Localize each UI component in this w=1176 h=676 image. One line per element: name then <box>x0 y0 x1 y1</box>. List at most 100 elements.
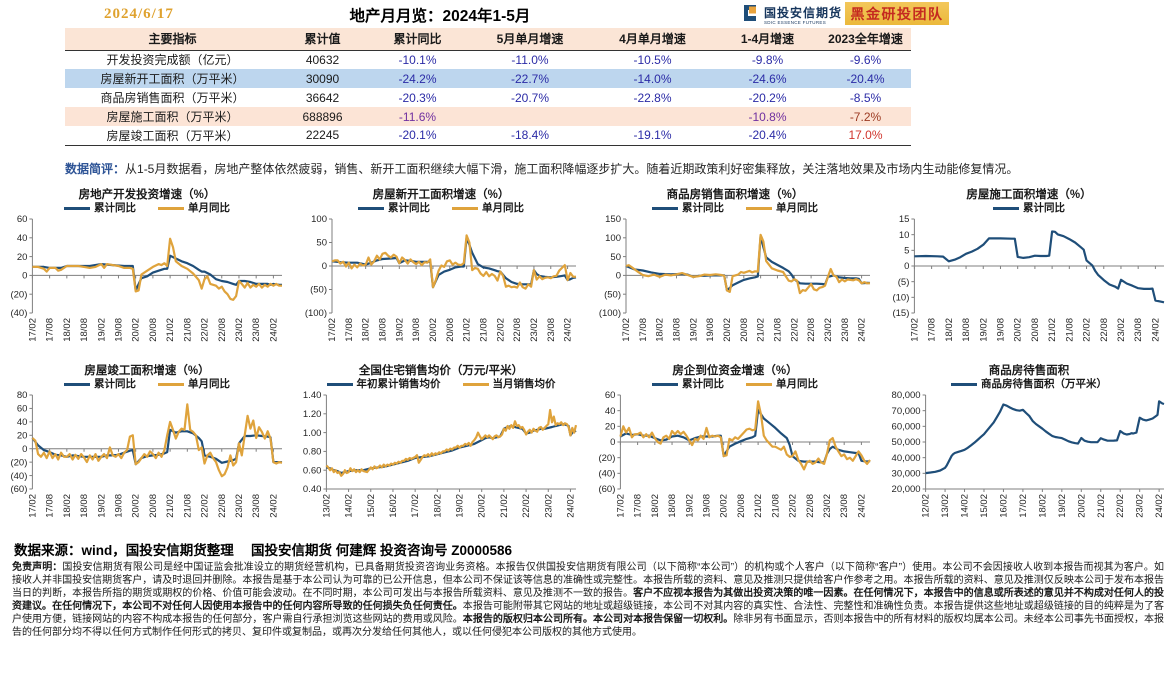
disclaimer-segment: 国投安信期货有限公司是经中国证监会批准设立的期货经营机构，已具备期货投资咨询业务… <box>12 562 1164 599</box>
indicator-value: 22245 <box>305 128 340 143</box>
svg-text:40: 40 <box>17 417 28 428</box>
legend-item: 单月同比 <box>746 376 818 391</box>
svg-text:22/02: 22/02 <box>200 318 211 342</box>
svg-text:(15): (15) <box>892 308 909 319</box>
legend-item: 累计同比 <box>358 200 430 215</box>
column-header: 主要指标 <box>65 28 280 50</box>
chart-plot: 60 40 20 0 (20) (40) (60)17/02 17/08 18/02 18/08 1… <box>598 390 871 518</box>
chart-2: 房屋新开工面积增速（%） 累计同比 单月同比 100 50 0 (50) (100) 17/02… <box>294 184 588 360</box>
svg-text:150: 150 <box>605 214 621 225</box>
chart-title: 房屋竣工面积增速（%） <box>84 365 210 377</box>
indicator-value: -7.2% <box>849 109 882 124</box>
chart-1: 房地产开发投资增速（%） 累计同比 单月同比 60 40 20 0 (20) (40) 17/02… <box>0 184 294 360</box>
svg-text:19/02: 19/02 <box>455 494 466 518</box>
svg-text:21/02: 21/02 <box>499 494 510 518</box>
commentary-text: 从1-5月数据看，房地产整体依然疲弱，销售、新开工面积继续大幅下滑，施工面积降幅… <box>125 162 1019 176</box>
svg-text:0: 0 <box>610 437 615 448</box>
svg-text:17/08: 17/08 <box>633 494 644 518</box>
svg-text:(20): (20) <box>10 289 27 300</box>
svg-text:18/02: 18/02 <box>62 318 73 342</box>
svg-text:24/02: 24/02 <box>268 318 279 342</box>
svg-text:24/02: 24/02 <box>565 494 576 518</box>
svg-text:24/02: 24/02 <box>1154 494 1165 518</box>
svg-text:(50): (50) <box>604 289 621 300</box>
svg-text:0: 0 <box>616 271 621 282</box>
legend-item: 累计同比 <box>993 200 1065 215</box>
svg-text:17/02: 17/02 <box>909 318 920 342</box>
svg-text:22/02: 22/02 <box>788 494 799 518</box>
svg-text:22/08: 22/08 <box>217 318 228 342</box>
legend-label: 单月同比 <box>776 202 818 214</box>
svg-text:21/08: 21/08 <box>770 494 781 518</box>
legend-label: 单月同比 <box>188 378 230 390</box>
svg-text:21/02: 21/02 <box>1047 318 1058 342</box>
svg-text:13/02: 13/02 <box>940 494 951 518</box>
svg-text:22/08: 22/08 <box>806 318 817 342</box>
svg-text:24/02: 24/02 <box>857 318 868 342</box>
indicator-value: 30090 <box>305 71 340 86</box>
sdic-logo-icon <box>740 3 760 28</box>
svg-text:80,000: 80,000 <box>892 390 921 401</box>
svg-text:19/02: 19/02 <box>96 318 107 342</box>
indicator-value: 688896 <box>302 109 343 124</box>
svg-text:20: 20 <box>605 422 616 433</box>
svg-text:100: 100 <box>605 233 621 244</box>
svg-text:17/08: 17/08 <box>45 318 56 342</box>
svg-text:19/08: 19/08 <box>995 318 1006 342</box>
legend-item: 单月同比 <box>158 376 230 391</box>
legend-label: 单月同比 <box>188 202 230 214</box>
legend-label: 当月销售均价 <box>492 378 556 390</box>
svg-text:50: 50 <box>316 238 327 249</box>
svg-text:(60): (60) <box>10 484 27 495</box>
svg-text:20/02: 20/02 <box>1076 494 1087 518</box>
legend-item: 单月同比 <box>452 200 524 215</box>
svg-text:18/02: 18/02 <box>1037 494 1048 518</box>
svg-text:18/02: 18/02 <box>655 318 666 342</box>
svg-text:24/02: 24/02 <box>268 494 279 518</box>
svg-text:14/02: 14/02 <box>344 494 355 518</box>
legend-line-swatch <box>652 206 678 210</box>
indicator-value: -8.5% <box>849 90 882 105</box>
chart-legend: 累计同比 单月同比 <box>0 377 294 390</box>
svg-text:21/08: 21/08 <box>478 318 489 342</box>
chart-title: 商品房销售面积增速（%） <box>666 189 804 201</box>
column-header: 5月单月增速 <box>470 28 590 50</box>
legend-label: 单月同比 <box>776 378 818 390</box>
svg-text:20/08: 20/08 <box>1030 318 1041 342</box>
indicator-value: -10.1% <box>398 52 437 67</box>
svg-text:21/02: 21/02 <box>756 318 767 342</box>
svg-text:(50): (50) <box>310 285 327 296</box>
chart-legend: 累计同比 <box>882 201 1176 214</box>
chart-3: 商品房销售面积增速（%） 累计同比 单月同比 150 100 50 0 (50) (100) 17… <box>588 184 882 360</box>
svg-text:17/02: 17/02 <box>410 494 421 518</box>
indicator-value: 17.0% <box>848 128 883 143</box>
svg-text:19/02: 19/02 <box>684 494 695 518</box>
svg-text:18/08: 18/08 <box>79 494 90 518</box>
svg-text:(40): (40) <box>10 471 27 482</box>
svg-text:(10): (10) <box>892 293 909 304</box>
svg-text:23/08: 23/08 <box>840 318 851 342</box>
indicator-table-wrap: 主要指标 累计值 累计同比 5月单月增速 4月单月增速 1-4月增速 2023全年增速 开发投… <box>65 28 911 146</box>
legend-line-swatch <box>746 382 772 386</box>
column-header: 累计值 <box>280 28 365 50</box>
svg-text:20/02: 20/02 <box>477 494 488 518</box>
svg-text:23/02: 23/02 <box>543 494 554 518</box>
svg-text:23/08: 23/08 <box>251 318 262 342</box>
svg-text:22/02: 22/02 <box>521 494 532 518</box>
svg-text:19/02: 19/02 <box>1057 494 1068 518</box>
svg-text:20/02: 20/02 <box>1013 318 1024 342</box>
legend-item: 累计同比 <box>64 200 136 215</box>
svg-text:18/08: 18/08 <box>377 318 388 342</box>
indicator-value: -9.8% <box>751 52 784 67</box>
svg-text:24/02: 24/02 <box>563 318 574 342</box>
data-source-line: 数据来源：wind，国投安信期货整理 国投安信期货 何建辉 投资咨询号 Z000… <box>14 543 513 558</box>
legend-label: 累计同比 <box>94 378 136 390</box>
table-header-row: 主要指标 累计值 累计同比 5月单月增速 4月单月增速 1-4月增速 2023全年增速 <box>65 28 911 50</box>
legend-label: 累计同比 <box>682 378 724 390</box>
svg-text:(100): (100) <box>599 308 621 319</box>
indicator-value: -20.2% <box>748 90 787 105</box>
indicator-value: -10.8% <box>748 109 787 124</box>
svg-text:1.40: 1.40 <box>303 390 322 401</box>
chart-plot: 80 60 40 20 0 (20) (40) (60)17/02 17/08 18/02 18/0… <box>10 390 283 518</box>
